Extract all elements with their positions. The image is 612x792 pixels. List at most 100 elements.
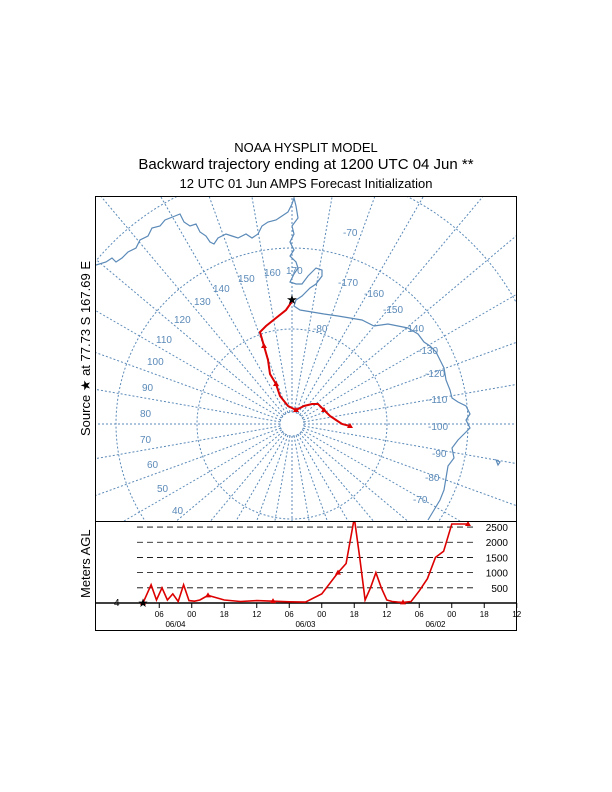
date-axis: 06/04 06/03 06/02 <box>165 620 446 629</box>
title-line-1: NOAA HYSPLIT MODEL <box>234 140 378 155</box>
lon-label: 60 <box>147 460 159 471</box>
meridian-line <box>303 383 516 423</box>
altitude-chart <box>96 522 516 605</box>
lon-label: -100 <box>428 422 448 433</box>
time-tick-label: 00 <box>317 610 326 619</box>
ground-level-label: 4 <box>114 598 120 609</box>
trajectory-markers <box>261 343 353 428</box>
lon-label: 170 <box>286 266 303 277</box>
trajectory-marker <box>347 423 353 428</box>
lon-label: -160 <box>364 289 384 300</box>
meridian-line <box>235 434 287 521</box>
trajectory-marker <box>273 381 279 386</box>
lon-label: -120 <box>425 369 445 380</box>
meridian-line <box>96 310 282 419</box>
altitude-marker <box>140 599 146 605</box>
trajectory-marker <box>293 407 299 412</box>
altitude-marker <box>400 599 406 605</box>
lon-label: -170 <box>338 278 358 289</box>
meridian-line <box>100 197 285 416</box>
lat-circle <box>279 411 305 437</box>
trajectory-path <box>258 299 351 428</box>
coastline <box>96 197 471 521</box>
lon-label: -130 <box>418 346 438 357</box>
time-tick-label: 00 <box>187 610 196 619</box>
date-label: 06/02 <box>425 620 446 629</box>
altitude-marker <box>465 522 471 526</box>
meridian-line <box>160 197 287 414</box>
coastline-island <box>494 458 501 467</box>
lon-label: -80 <box>425 473 440 484</box>
time-tick-label: 00 <box>447 610 456 619</box>
lon-label: -90 <box>432 449 447 460</box>
source-star-icon: ★ <box>138 596 149 610</box>
altitude-series-line <box>142 522 468 604</box>
time-tick-label: 18 <box>350 610 359 619</box>
meridian-line <box>209 432 285 521</box>
meridian-line <box>295 197 376 413</box>
altitude-tick-label: 500 <box>491 584 508 595</box>
lon-label: 50 <box>157 484 169 495</box>
meridian-line <box>96 425 281 460</box>
meridian-line <box>293 197 333 413</box>
source-star-icon: ★ <box>286 292 298 307</box>
meridian-line <box>299 197 484 416</box>
lon-label: -110 <box>428 395 448 406</box>
lon-label: 160 <box>264 268 281 279</box>
lon-label: -140 <box>404 324 424 335</box>
lon-label: 110 <box>156 335 172 346</box>
lon-label: -70 <box>343 228 358 239</box>
meridian-line <box>300 235 516 417</box>
meridian-line <box>96 352 281 421</box>
time-tick-label: 06 <box>285 610 294 619</box>
meridian-line <box>96 258 284 417</box>
meridian-lines <box>96 197 516 521</box>
time-tick-label: 12 <box>382 610 391 619</box>
meridian-line <box>96 427 281 496</box>
meridian-line <box>175 431 284 521</box>
lon-label: 140 <box>213 284 230 295</box>
meridian-line <box>293 435 310 521</box>
time-tick-label: 18 <box>480 610 489 619</box>
date-label: 06/04 <box>165 620 186 629</box>
meridian-line <box>297 434 349 521</box>
trajectory-marker <box>321 407 327 412</box>
lon-label: 40 <box>172 506 184 517</box>
date-label: 06/03 <box>295 620 316 629</box>
lon-label: 80 <box>140 409 152 420</box>
title-line-3: 12 UTC 01 Jun AMPS Forecast Initializati… <box>179 176 433 191</box>
meridian-line <box>96 388 281 423</box>
meridian-line <box>302 294 516 419</box>
time-tick-label: 12 <box>512 610 521 619</box>
title-line-2: Backward trajectory ending at 1200 UTC 0… <box>138 156 474 173</box>
altitude-tick-label: 1000 <box>486 569 509 580</box>
lat-circle <box>196 328 388 520</box>
lon-label: 70 <box>140 435 152 446</box>
meridian-line <box>303 425 516 465</box>
meridian-line <box>302 429 462 521</box>
trajectory-marker <box>261 343 267 348</box>
lon-label: 150 <box>238 274 255 285</box>
altitude-y-tick-labels: 500 1000 1500 2000 2500 <box>486 523 509 595</box>
altitude-tick-label: 2500 <box>486 523 509 534</box>
lon-label: -70 <box>413 495 428 506</box>
lon-label: 120 <box>174 315 191 326</box>
altitude-tick-label: 2000 <box>486 538 509 549</box>
altitude-marker <box>270 598 276 604</box>
altitude-frame <box>95 521 517 631</box>
altitude-markers <box>140 522 471 605</box>
lon-label: -80 <box>313 324 328 335</box>
meridian-line <box>274 435 291 521</box>
altitude-tick-label: 1500 <box>486 553 509 564</box>
time-tick-label: 06 <box>155 610 164 619</box>
altitude-marker <box>335 569 341 575</box>
meridian-line <box>256 435 289 521</box>
meridian-line <box>303 341 516 421</box>
lon-label: -150 <box>383 305 403 316</box>
altitude-marker <box>205 592 211 598</box>
meridian-line <box>300 431 409 521</box>
meridian-line <box>299 432 375 521</box>
time-tick-label: 18 <box>220 610 229 619</box>
meridian-line <box>251 197 291 413</box>
